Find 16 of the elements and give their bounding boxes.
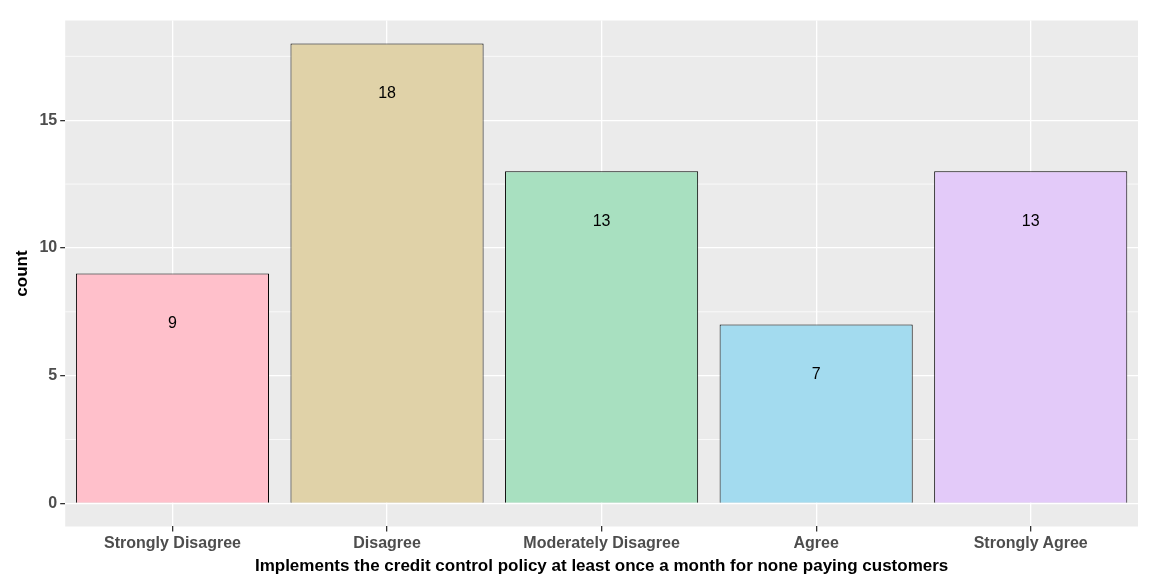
data-label: 13: [592, 211, 611, 229]
x-axis-title: Implements the credit control policy at least once a month for none paying customers: [254, 556, 949, 576]
y-axis-title: count: [11, 250, 31, 297]
x-tick-label: Disagree: [353, 534, 421, 552]
x-tick-label: Strongly Disagree: [104, 534, 242, 552]
y-tick-label: 0: [48, 493, 58, 511]
data-label: 7: [811, 365, 821, 382]
y-tick-label: 10: [39, 238, 58, 256]
y-tick-label: 15: [39, 110, 58, 128]
data-label: 13: [1021, 211, 1040, 229]
y-tick-label: 5: [48, 366, 58, 384]
x-tick-label: Strongly Agree: [973, 534, 1088, 552]
x-tick-label: Agree: [793, 534, 839, 552]
data-label: 9: [168, 313, 178, 331]
data-label: 18: [378, 84, 397, 101]
x-tick-label: Moderately Disagree: [523, 534, 680, 552]
